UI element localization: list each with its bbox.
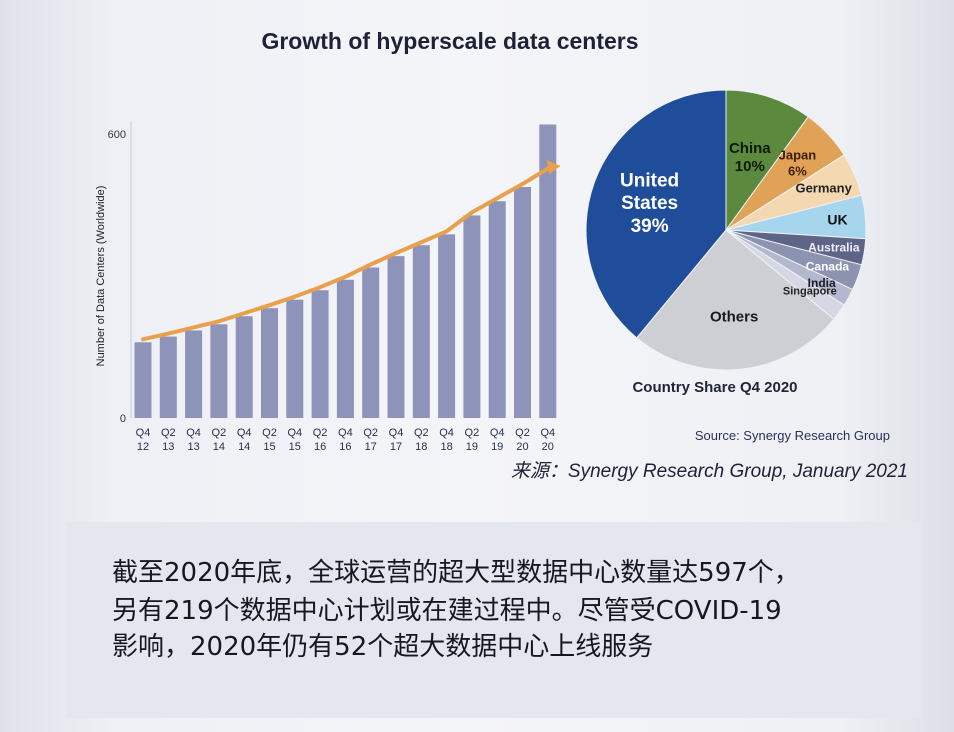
x-tick-label-quarter: Q2 bbox=[212, 427, 227, 439]
x-tick-label-quarter: Q2 bbox=[515, 427, 530, 439]
x-tick-label-year: 17 bbox=[365, 441, 377, 453]
pie-slice-label: China 10% bbox=[729, 140, 771, 175]
x-tick-label-year: 15 bbox=[289, 441, 301, 453]
pie-chart-caption: Country Share Q4 2020 bbox=[632, 379, 798, 396]
bar bbox=[159, 336, 177, 418]
bar bbox=[463, 215, 481, 418]
trend-arrow bbox=[141, 182, 525, 342]
bar bbox=[488, 201, 506, 418]
trend-arrow-head bbox=[546, 160, 561, 175]
bar bbox=[336, 279, 354, 418]
bar bbox=[387, 256, 405, 418]
x-tick-label-quarter: Q2 bbox=[363, 427, 378, 439]
x-tick-label-quarter: Q4 bbox=[540, 427, 555, 439]
x-tick-label-year: 12 bbox=[137, 441, 149, 453]
bar bbox=[261, 308, 278, 418]
x-tick-label-year: 16 bbox=[339, 441, 351, 453]
pie-chart: China 10% Japan 6%Germany UK Australia Canada I… bbox=[585, 89, 867, 371]
pie-slice bbox=[585, 89, 727, 339]
bar bbox=[438, 234, 456, 418]
pie-chart-source: Source: Synergy Research Group bbox=[694, 428, 890, 443]
bar bbox=[311, 290, 329, 418]
y-tick-label: 0 bbox=[120, 413, 126, 425]
pie-slice-label: Australia bbox=[808, 240, 860, 254]
bar bbox=[412, 245, 430, 418]
x-tick-label-year: 19 bbox=[466, 441, 478, 453]
x-tick-label-quarter: Q4 bbox=[186, 427, 201, 439]
x-tick-label-year: 18 bbox=[440, 441, 452, 453]
summary-line-3: 影响，2020年仍有52个超大数据中心上线服务 bbox=[112, 632, 654, 662]
x-tick-label-year: 16 bbox=[314, 441, 326, 453]
pie-slice bbox=[636, 229, 835, 371]
x-tick-label-quarter: Q4 bbox=[338, 427, 353, 439]
x-tick-label-year: 20 bbox=[516, 441, 528, 453]
summary-line-1: 截至2020年底，全球运营的超大型数据中心数量达597个， bbox=[112, 558, 800, 588]
pie-slice-label: Singapore bbox=[783, 286, 837, 298]
x-tick-label-year: 20 bbox=[542, 441, 554, 453]
x-tick-label-year: 13 bbox=[187, 441, 199, 453]
x-tick-label-year: 18 bbox=[415, 441, 427, 453]
bar bbox=[362, 267, 380, 418]
bar bbox=[539, 124, 557, 419]
pie-slice-label: Others bbox=[710, 309, 758, 326]
bar bbox=[286, 299, 304, 418]
x-tick-label-quarter: Q2 bbox=[414, 427, 429, 439]
x-tick-label-year: 13 bbox=[162, 441, 174, 453]
bar-chart-title: Growth of hyperscale data centers bbox=[261, 28, 639, 54]
x-tick-label-quarter: Q2 bbox=[313, 427, 328, 439]
y-axis-title: Number of Data Centers (Worldwide) bbox=[95, 186, 107, 367]
x-tick-label-quarter: Q4 bbox=[237, 427, 252, 439]
x-tick-label-year: 15 bbox=[263, 441, 275, 453]
pie-slice-label: Germany bbox=[795, 180, 852, 195]
x-tick-label-quarter: Q4 bbox=[389, 427, 404, 439]
x-tick-label-quarter: Q2 bbox=[262, 427, 277, 439]
x-tick-label-year: 19 bbox=[491, 441, 503, 453]
trend-arrow-tip bbox=[520, 165, 553, 187]
x-tick-label-quarter: Q4 bbox=[287, 427, 302, 439]
pie-slice-label: India bbox=[808, 276, 836, 290]
bar bbox=[514, 187, 531, 418]
bar bbox=[134, 342, 152, 418]
x-tick-label-year: 14 bbox=[238, 441, 250, 453]
pie-slice bbox=[725, 89, 809, 232]
pie-slice-label: Japan 6% bbox=[779, 148, 817, 179]
summary-box: 截至2020年底，全球运营的超大型数据中心数量达597个， 另有219个数据中心… bbox=[66, 522, 922, 718]
x-tick-label-quarter: Q2 bbox=[161, 427, 176, 439]
bar bbox=[185, 330, 203, 418]
pie-slice-label: Canada bbox=[806, 260, 850, 274]
x-tick-label-quarter: Q4 bbox=[439, 427, 454, 439]
bar-chart: 0 600 Number of Data Centers (Worldwide) Q… bbox=[95, 122, 561, 453]
x-tick-label-year: 17 bbox=[390, 441, 402, 453]
x-tick-label-year: 14 bbox=[213, 441, 225, 453]
x-tick-label-quarter: Q4 bbox=[490, 427, 505, 439]
y-tick-label: 600 bbox=[108, 129, 126, 141]
bar bbox=[235, 316, 253, 418]
x-tick-label-quarter: Q2 bbox=[465, 427, 480, 439]
bar bbox=[210, 324, 228, 418]
pie-slice-label: UK bbox=[827, 211, 847, 227]
x-tick-label-quarter: Q4 bbox=[136, 427, 151, 439]
footer-source: 来源：Synergy Research Group, January 2021 bbox=[510, 461, 908, 482]
pie-slice-label: United States 39% bbox=[620, 170, 679, 237]
summary-line-2: 另有219个数据中心计划或在建过程中。尽管受COVID-19 bbox=[112, 596, 782, 626]
